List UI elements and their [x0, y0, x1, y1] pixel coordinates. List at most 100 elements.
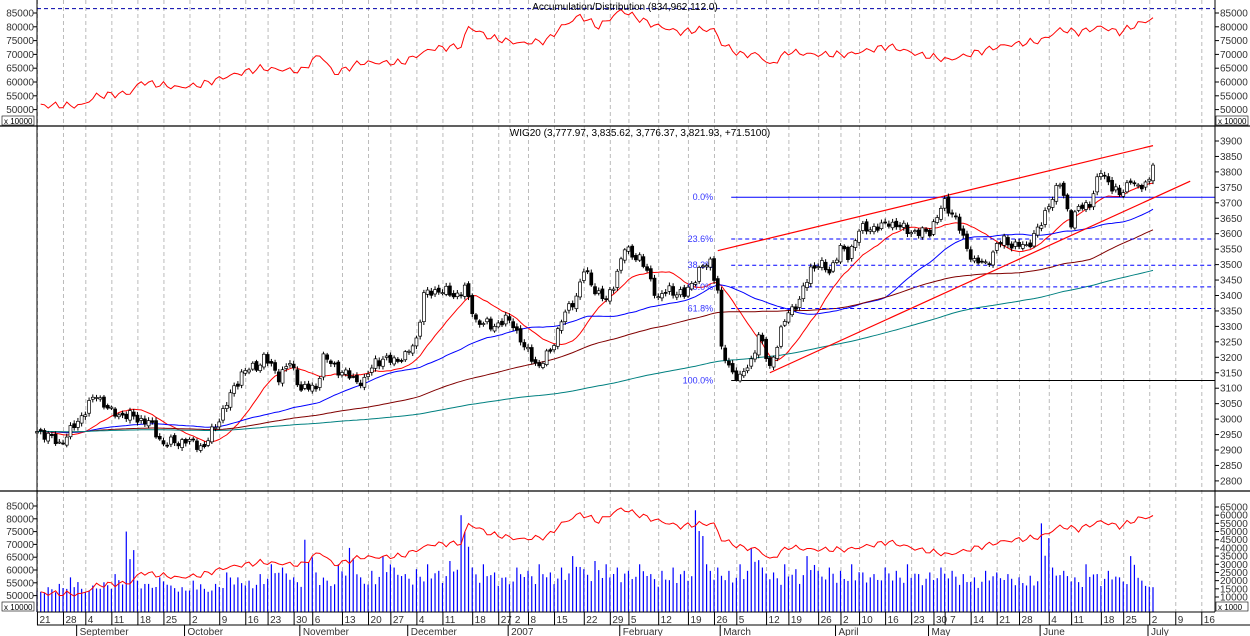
candle-body: [53, 433, 58, 445]
candle-body: [522, 342, 527, 348]
candle-body: [1013, 241, 1018, 247]
trendline-upper-channel: [717, 145, 1154, 252]
candle-body: [1039, 225, 1044, 229]
volume-right-axis-label: 25000: [1220, 568, 1248, 579]
candle-body: [384, 355, 389, 358]
candle-body: [1087, 204, 1092, 208]
x-tick-label: 26: [716, 615, 728, 626]
candle-body: [131, 411, 136, 417]
candle-body: [1099, 173, 1103, 177]
volume-unit-right-box: [1215, 601, 1249, 612]
price-title: WIG20 (3,777.97, 3,835.62, 3,776.37, 3,8…: [510, 128, 770, 139]
x-tick-label: 9: [1178, 615, 1184, 626]
ad-axis-left-label: 65000: [6, 64, 34, 75]
candle-body: [1024, 244, 1029, 247]
candle-body: [392, 357, 396, 365]
candle-body: [946, 196, 951, 214]
candle-body: [273, 362, 277, 371]
candle-body: [195, 440, 199, 450]
volume-right-axis-label: 15000: [1220, 584, 1248, 595]
candle-body: [236, 383, 240, 387]
price-axis-label: 3300: [1220, 322, 1243, 333]
fibonacci-level-label: 50.0%: [688, 282, 714, 292]
candle-body: [1028, 242, 1033, 248]
volume-right-axis-label: 65000: [1220, 503, 1248, 514]
candle-body: [567, 303, 571, 311]
volume-unit-right: x 1000: [1218, 603, 1243, 612]
candle-body: [362, 376, 367, 388]
candle-body: [377, 360, 382, 367]
candle-body: [790, 306, 795, 316]
candle-body: [879, 222, 884, 229]
x-tick-label: 28: [1022, 615, 1034, 626]
candle-body: [213, 427, 218, 429]
candle-body: [749, 358, 754, 367]
x-tick-label: 21: [39, 615, 51, 626]
candle-body: [46, 432, 51, 442]
volume-right-axis-label: 50000: [1220, 527, 1248, 538]
candle-body: [288, 363, 292, 366]
x-tick-label: 21: [999, 615, 1011, 626]
month-label: June: [1043, 627, 1065, 636]
candle-body: [630, 245, 635, 258]
candle-body: [727, 360, 731, 366]
candle-body: [667, 285, 672, 292]
x-tick-label: 18: [475, 615, 487, 626]
trendline-lower-channel: [769, 180, 1191, 374]
candle-body: [637, 254, 642, 261]
x-tick-label: 9: [222, 615, 228, 626]
x-tick-label: 11: [1074, 615, 1085, 626]
x-tick-label: 4: [1051, 615, 1057, 626]
candle-body: [827, 269, 832, 274]
x-tick-label: 30: [936, 615, 948, 626]
candle-body: [660, 293, 664, 299]
candle-body: [634, 255, 638, 261]
candle-body: [890, 221, 895, 229]
candle-body: [860, 223, 865, 231]
candle-body: [849, 245, 854, 259]
candle-body: [265, 354, 270, 364]
price-axis-label: 2950: [1220, 430, 1243, 441]
candle-body: [805, 282, 809, 288]
candle-body: [552, 345, 556, 351]
price-axis-label: 2850: [1220, 461, 1243, 472]
price-panel: 0.0% 23.6% 38.2% 50.0% 61.8% 100.0%: [35, 145, 1215, 453]
x-tick-label: 11: [114, 615, 125, 626]
month-label: December: [411, 627, 458, 636]
ad-axis-right-label: 80000: [1220, 22, 1248, 33]
candle-body: [1046, 206, 1051, 210]
candle-body: [942, 198, 947, 209]
x-tick-label: 11: [445, 615, 456, 626]
candle-body: [559, 321, 564, 331]
candle-body: [712, 258, 716, 281]
month-label: October: [188, 627, 224, 636]
x-tick-label: 18: [140, 615, 152, 626]
price-axis-label: 3200: [1220, 353, 1243, 364]
candle-body: [864, 221, 869, 232]
candle-body: [570, 303, 575, 308]
candle-body: [648, 268, 653, 280]
candle-body: [336, 361, 341, 376]
price-axis-label: 3900: [1220, 137, 1243, 148]
candle-body: [321, 353, 326, 378]
candle-body: [98, 397, 103, 400]
candle-body: [541, 363, 545, 368]
volume-panel: [36, 507, 1154, 612]
x-tick-label: 4: [88, 615, 94, 626]
month-label: February: [623, 627, 663, 636]
candle-body: [853, 240, 858, 248]
candle-body: [846, 246, 850, 260]
price-axis-label: 3000: [1220, 415, 1243, 426]
candle-body: [87, 400, 91, 414]
volume-right-axis-label: 30000: [1220, 560, 1248, 571]
candle-body: [239, 371, 244, 386]
candle-body: [1069, 210, 1074, 228]
x-tick-label: 29: [612, 615, 624, 626]
candle-body: [172, 435, 177, 444]
candle-body: [436, 287, 441, 293]
candle-body: [868, 229, 873, 232]
x-tick-label: 18: [1103, 615, 1115, 626]
x-tick-label: 23: [270, 615, 282, 626]
